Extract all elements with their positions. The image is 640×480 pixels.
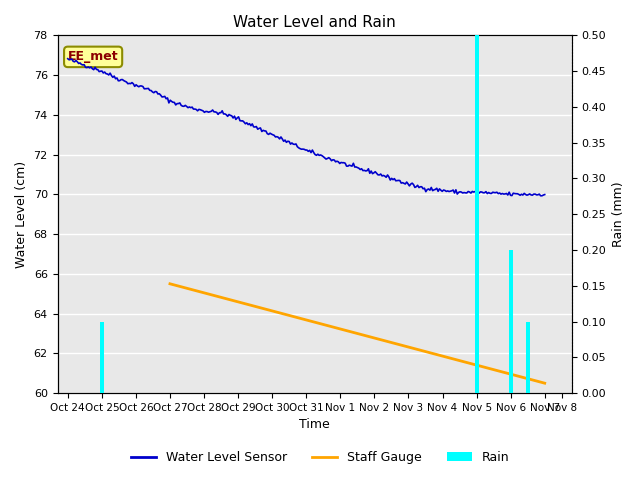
Title: Water Level and Rain: Water Level and Rain [234,15,396,30]
Bar [100,322,104,393]
Text: EE_met: EE_met [68,50,118,63]
Bar [509,250,513,393]
Y-axis label: Rain (mm): Rain (mm) [612,181,625,247]
X-axis label: Time: Time [300,419,330,432]
Legend: Water Level Sensor, Staff Gauge, Rain: Water Level Sensor, Staff Gauge, Rain [125,446,515,469]
Y-axis label: Water Level (cm): Water Level (cm) [15,161,28,268]
Bar [474,36,479,393]
Bar [525,322,530,393]
